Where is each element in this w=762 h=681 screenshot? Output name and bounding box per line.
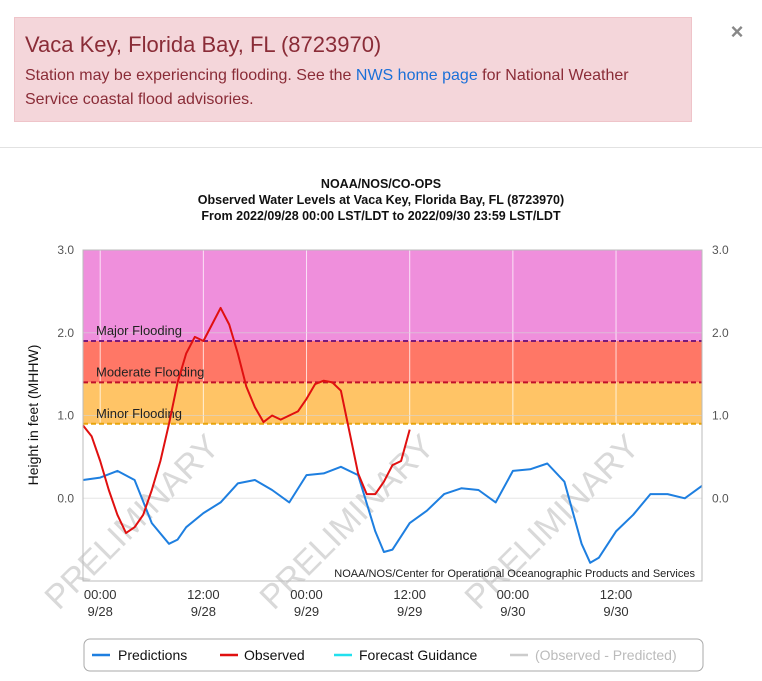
x-tick-label-time: 00:00 [290,587,323,602]
close-icon[interactable]: × [730,19,744,44]
moderate-flood-zone [83,341,702,383]
x-tick-label-time: 00:00 [84,587,117,602]
plot-border [82,249,703,582]
legend-box [83,638,704,672]
chart-title-line: Observed Water Levels at Vaca Key, Flori… [198,193,564,207]
x-tick-label-date: 9/29 [397,604,422,619]
chart-title-line: NOAA/NOS/CO-OPS [321,177,441,191]
y-tick-label-left: 2.0 [57,326,74,340]
predictions-line [82,462,703,564]
y-tick-label-right: 1.0 [712,409,729,423]
observed-line [82,306,411,534]
minor-flood-zone [83,382,702,424]
legend-item-label: Predictions [118,647,187,663]
y-tick-label-left: 0.0 [57,491,74,505]
threshold-label: Moderate Flooding [96,364,204,379]
x-tick-label-date: 9/29 [294,604,319,619]
x-tick-label-date: 9/30 [603,604,628,619]
x-tick-label-date: 9/28 [191,604,216,619]
x-tick-label-date: 9/30 [500,604,525,619]
y-tick-label-right: 2.0 [712,326,729,340]
threshold-label: Minor Flooding [96,406,182,421]
nws-home-page-link[interactable]: NWS home page [355,67,478,84]
flood-alert-banner: Vaca Key, Florida Bay, FL (8723970) Stat… [14,17,692,122]
y-tick-label-right: 3.0 [712,243,729,257]
divider [0,147,762,148]
x-tick-label-time: 12:00 [187,587,220,602]
major-flood-zone [83,250,702,342]
alert-message-before: Station may be experiencing flooding. Se… [25,67,356,84]
chart-title-line: From 2022/09/28 00:00 LST/LDT to 2022/09… [201,209,561,223]
x-tick-label-time: 12:00 [600,587,633,602]
y-tick-label-left: 3.0 [57,243,74,257]
x-tick-label-date: 9/28 [88,604,113,619]
threshold-label: Major Flooding [96,323,182,338]
legend-item-label: Forecast Guidance [359,647,477,663]
chart-credit: NOAA/NOS/Center for Operational Oceanogr… [334,568,695,580]
y-axis-label: Height in feet (MHHW) [25,345,41,486]
x-tick-label-time: 12:00 [393,587,426,602]
y-tick-label-left: 1.0 [57,409,74,423]
legend-item-label: (Observed - Predicted) [535,647,677,663]
y-tick-label-right: 0.0 [712,491,729,505]
alert-message-after: for National Weather Service coastal flo… [25,67,629,108]
station-title: Vaca Key, Florida Bay, FL (8723970) [25,32,382,57]
legend-item-label: Observed [244,647,305,663]
x-tick-label-time: 00:00 [497,587,530,602]
alert-message: Station may be experiencing flooding. Se… [25,64,681,112]
